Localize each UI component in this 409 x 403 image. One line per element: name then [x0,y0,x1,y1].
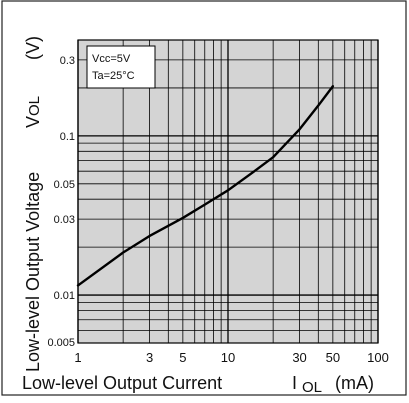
x-tick-labels: 1 3 5 10 30 50 100 [74,350,388,365]
x-tick-label: 5 [179,350,186,365]
series-line [76,85,335,287]
y-axis-label-symbol: V [23,116,43,128]
y-tick-label: 0.05 [54,179,75,191]
x-tick-label: 10 [221,350,235,365]
y-tick-label: 0.3 [60,55,75,67]
x-tick-label: 3 [146,350,153,365]
x-tick-label: 1 [74,350,81,365]
y-tick-label: 0.005 [47,337,75,349]
annotation-background [86,45,156,89]
y-axis-label: Low-level Output Voltage V OL (V) [23,36,43,372]
y-axis-label-subscript: OL [26,96,43,116]
x-axis-label-unit: (mA) [335,373,374,393]
y-tick-label: 0.1 [60,131,75,143]
y-tick-label: 0.01 [54,290,75,302]
annotation-vcc: Vcc=5V [92,53,131,65]
y-axis-label-main: Low-level Output Voltage [23,172,43,372]
curve-layer [76,85,335,287]
x-axis-label-subscript: OL [302,379,322,396]
grid-layer [77,39,379,344]
x-axis-label: Low-level Output Current I OL (mA) [22,373,374,396]
annotation-box: Vcc=5V Ta=25°C [86,45,156,89]
x-tick-label: 100 [367,350,389,365]
x-axis-label-symbol: I [292,373,297,393]
annotation-ta: Ta=25°C [92,70,135,82]
x-axis-label-main: Low-level Output Current [22,373,222,393]
x-tick-label: 30 [292,350,306,365]
y-axis-label-unit: (V) [23,36,43,60]
x-tick-label: 50 [326,350,340,365]
plot-border [77,39,379,344]
y-tick-label: 0.03 [54,214,75,226]
y-tick-labels: 0.005 0.01 0.03 0.05 0.1 0.3 [47,55,75,349]
